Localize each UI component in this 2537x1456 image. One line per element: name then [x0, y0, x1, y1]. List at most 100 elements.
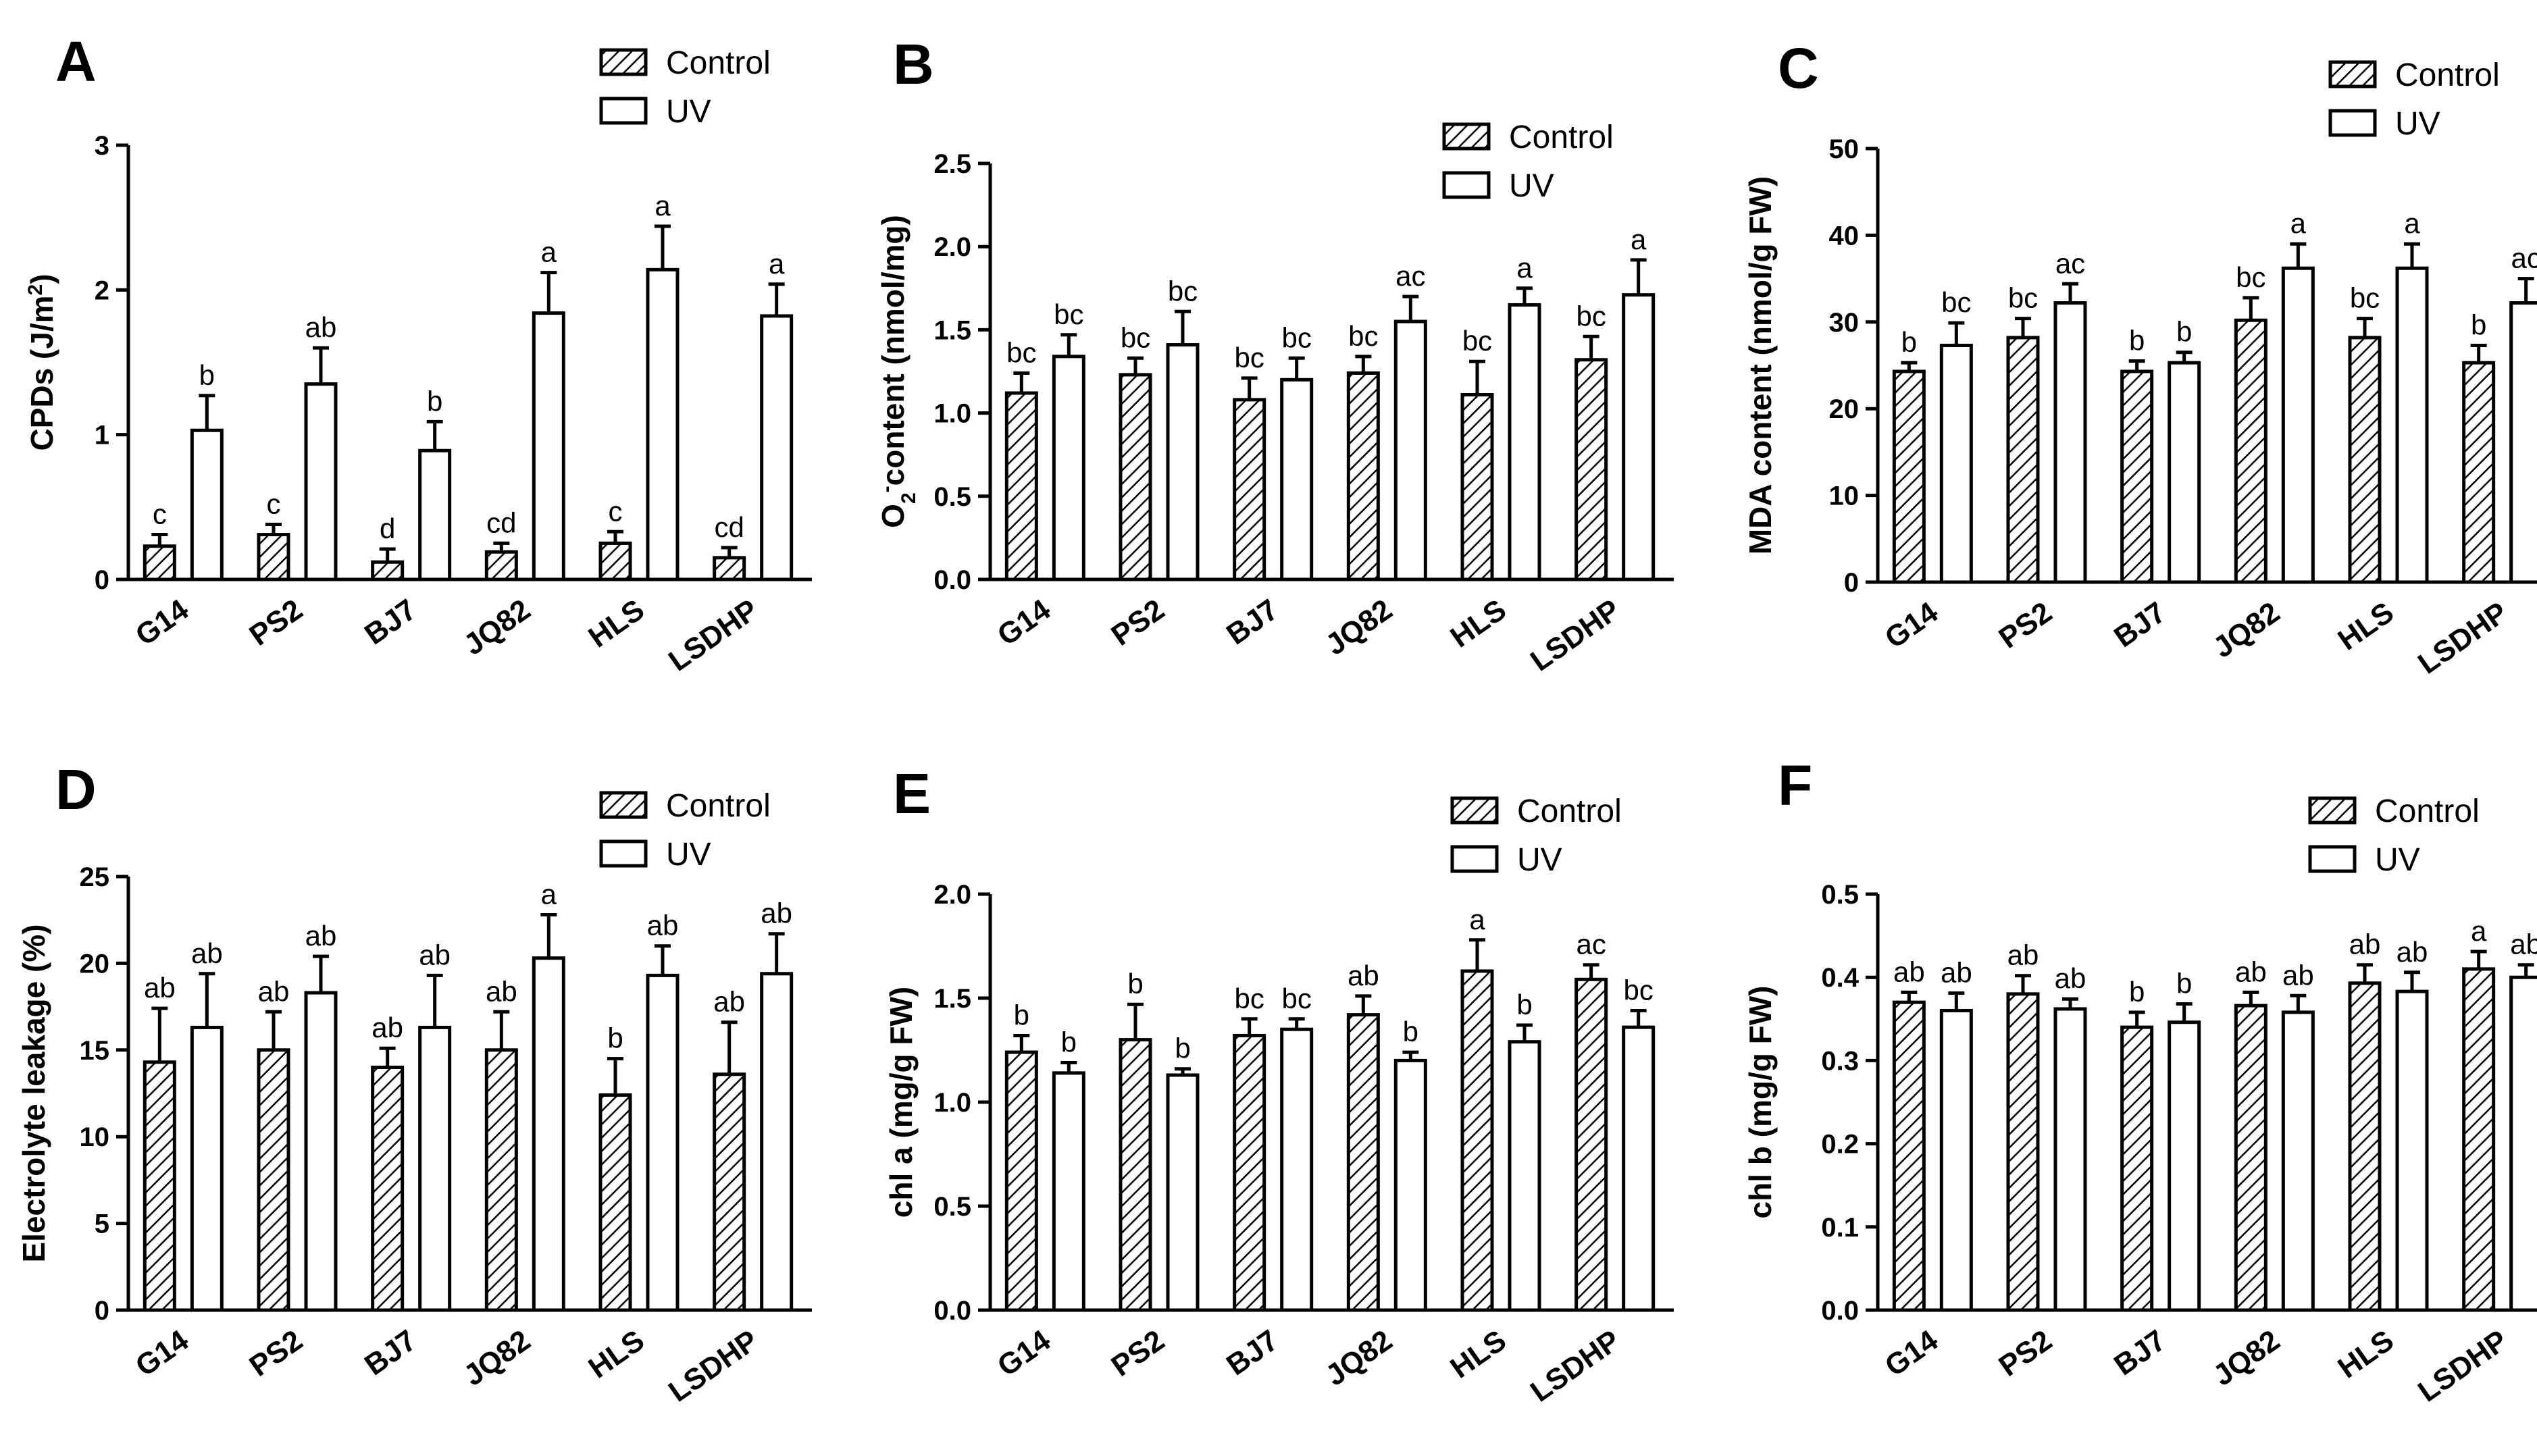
chart-a-category-label: JQ82 — [458, 593, 536, 662]
chart-c-category-label: BJ7 — [2108, 596, 2172, 654]
chart-d-legend-label-uv: UV — [666, 837, 711, 873]
chart-e-error-bar-bj7-control — [1241, 1017, 1258, 1036]
chart-b-y-tick-label: 1.0 — [933, 399, 971, 429]
chart-d-sig-letter-jq82-uv: a — [541, 878, 557, 910]
chart-c-error-bar-g14-control — [1901, 361, 1918, 371]
chart-b-y-tick-label: 0.0 — [933, 565, 971, 595]
chart-d-bar-bj7-control — [371, 1065, 405, 1312]
chart-e-sig-letter-ps2-uv: b — [1175, 1033, 1190, 1064]
chart-e-category-label: HLS — [1445, 1324, 1512, 1385]
chart-c-bar-lsdhp-uv — [2509, 301, 2537, 584]
chart-d-bar-g14-uv — [190, 1025, 224, 1312]
chart-a-error-bar-jq82-control — [493, 541, 510, 552]
chart-e-error-bar-g14-control — [1013, 1033, 1030, 1053]
chart-c-bar-ps2-control — [2006, 336, 2040, 584]
chart-b-sig-letter-g14-uv: bc — [1054, 298, 1083, 330]
chart-c-sig-letter-jq82-control: bc — [2236, 261, 2265, 293]
chart-f-error-bar-g14-control — [1901, 990, 1918, 1003]
chart-a-bar-bj7-uv — [418, 448, 452, 581]
chart-f-sig-letter-g14-control: ab — [1893, 956, 1925, 987]
chart-d-error-bar-g14-control — [151, 1006, 168, 1062]
chart-c-error-bar-jq82-control — [2243, 296, 2259, 321]
chart-f-bar-lsdhp-control — [2462, 967, 2496, 1312]
chart-d-sig-letter-hls-uv: ab — [647, 910, 679, 941]
chart-e-category-label: LSDHP — [1524, 1324, 1626, 1409]
chart-c-legend-swatch-control — [2328, 60, 2377, 88]
chart-b-sig-letter-hls-control: bc — [1462, 325, 1492, 357]
chart-c-error-bar-bj7-uv — [2176, 350, 2193, 363]
chart-d-category-label: JQ82 — [458, 1324, 536, 1393]
chart-e-bar-bj7-uv — [1280, 1027, 1314, 1312]
chart-d-bar-jq82-control — [484, 1048, 518, 1312]
chart-b-legend-swatch-control — [1442, 122, 1491, 151]
chart-e-error-bar-g14-uv — [1060, 1060, 1077, 1073]
chart-c-sig-letter-hls-control: bc — [2350, 282, 2380, 314]
chart-c-bar-bj7-uv — [2168, 361, 2201, 584]
chart-f-bar-bj7-control — [2120, 1025, 2154, 1312]
chart-d-legend-swatch-uv — [599, 839, 648, 868]
chart-e-y-tick-label: 1.0 — [933, 1088, 971, 1118]
chart-f-bar-jq82-control — [2234, 1004, 2267, 1312]
chart-a-bar-lsdhp-uv — [760, 314, 794, 581]
chart-c-error-bar-ps2-uv — [2062, 282, 2078, 303]
chart-f-error-bar-lsdhp-uv — [2517, 963, 2534, 978]
chart-f-bar-bj7-uv — [2168, 1020, 2201, 1312]
chart-e-legend-swatch-uv — [1450, 845, 1499, 873]
chart-e-legend-label-control: Control — [1517, 794, 1622, 829]
chart-b-category-label: LSDHP — [1524, 593, 1626, 678]
chart-b-bar-bj7-uv — [1280, 378, 1314, 581]
chart-b-sig-letter-jq82-control: bc — [1348, 320, 1378, 352]
chart-f-legend-label-control: Control — [2375, 794, 2480, 829]
chart-c-sig-letter-ps2-control: bc — [2008, 282, 2038, 314]
chart-a-error-bar-bj7-control — [379, 547, 396, 563]
chart-f-y-axis-title: chl b (mg/g FW) — [1743, 986, 1778, 1219]
chart-b-error-bar-jq82-uv — [1402, 294, 1419, 322]
chart-b-bar-g14-uv — [1052, 355, 1085, 581]
chart-c-bar-ps2-uv — [2053, 301, 2087, 584]
chart-a-sig-letter-hls-uv: a — [655, 190, 671, 222]
chart-d-category-label: HLS — [583, 1324, 650, 1385]
chart-b-legend-label-control: Control — [1509, 120, 1614, 155]
chart-c-category-label: HLS — [2332, 596, 2400, 657]
chart-e-sig-letter-g14-uv: b — [1061, 1026, 1077, 1058]
chart-d-y-tick-label: 5 — [95, 1210, 109, 1239]
chart-f-bar-g14-control — [1892, 1000, 1926, 1312]
chart-e-category-label: G14 — [992, 1324, 1057, 1383]
chart-d-y-tick-label: 25 — [80, 862, 110, 892]
chart-f-sig-letter-bj7-control: b — [2129, 976, 2145, 1008]
chart-f-error-bar-jq82-control — [2243, 990, 2259, 1006]
chart-f-sig-letter-jq82-uv: ab — [2282, 959, 2314, 991]
chart-e-sig-letter-lsdhp-control: ac — [1576, 929, 1606, 960]
chart-b-category-label: HLS — [1445, 593, 1512, 654]
chart-e-bar-ps2-control — [1119, 1038, 1152, 1312]
chart-f: F Control UV 0.0 0.1 0.2 0.3 0.4 0.5 chl b (mg/g … — [1743, 754, 2537, 1409]
chart-f-legend-swatch-control — [2308, 796, 2357, 825]
chart-f-category-label: LSDHP — [2412, 1324, 2513, 1409]
chart-a-error-bar-hls-uv — [655, 224, 671, 270]
chart-b-sig-letter-ps2-uv: bc — [1168, 275, 1198, 307]
chart-d-y-axis-title: Electrolyte leakage (%) — [16, 924, 51, 1262]
chart-b-bar-jq82-uv — [1393, 319, 1427, 581]
chart-d-category-label: PS2 — [244, 1324, 309, 1383]
chart-e-bar-bj7-control — [1233, 1033, 1266, 1312]
chart-b: B Control UV 0.0 0.5 1.0 1.5 2.0 2.5 O2-content (… — [875, 32, 1674, 678]
chart-c-y-tick-label: 0 — [1844, 568, 1859, 598]
chart-f-sig-letter-lsdhp-control: a — [2471, 915, 2487, 947]
chart-f-sig-letter-lsdhp-uv: ab — [2510, 929, 2537, 960]
chart-b-y-tick-label: 0.5 — [933, 482, 971, 512]
chart-d-category-label: LSDHP — [663, 1324, 764, 1409]
chart-f-panel-letter: F — [1778, 754, 1812, 817]
chart-f-bar-g14-uv — [1939, 1008, 1973, 1312]
chart-d-y-tick-label: 20 — [80, 949, 110, 979]
chart-a-error-bar-ps2-control — [265, 523, 282, 535]
chart-c-bar-hls-uv — [2395, 266, 2429, 584]
chart-c-sig-letter-jq82-uv: a — [2290, 207, 2307, 239]
chart-c-bar-jq82-uv — [2281, 266, 2315, 584]
chart-f-error-bar-lsdhp-control — [2470, 950, 2487, 969]
chart-e-sig-letter-jq82-uv: b — [1403, 1016, 1418, 1047]
chart-d-error-bar-g14-uv — [199, 972, 215, 1028]
chart-c-sig-letter-bj7-uv: b — [2176, 316, 2192, 348]
chart-b-sig-letter-lsdhp-uv: a — [1631, 224, 1647, 255]
chart-b-error-bar-hls-uv — [1516, 286, 1533, 305]
chart-b-panel-letter: B — [893, 32, 934, 96]
